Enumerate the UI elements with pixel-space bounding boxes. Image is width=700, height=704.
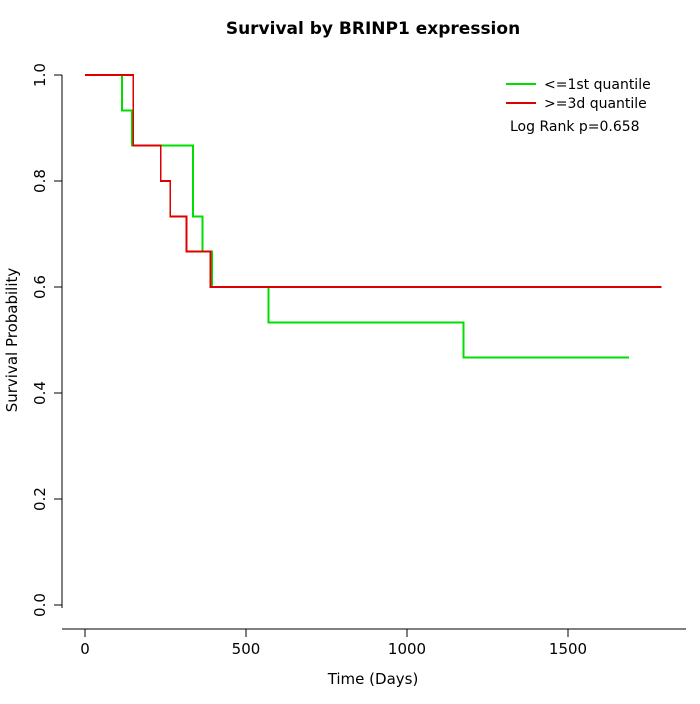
- x-tick-label: 0: [80, 640, 90, 658]
- axes: 0 500 1000 1500 0.0 0.2 0.4 0.6 0.8 1.0: [31, 63, 686, 658]
- legend-label-first-quantile: <=1st quantile: [544, 77, 651, 93]
- chart-title: Survival by BRINP1 expression: [226, 19, 520, 39]
- y-tick-label: 0.4: [31, 381, 49, 405]
- log-rank-pvalue: Log Rank p=0.658: [510, 119, 640, 135]
- y-tick-label: 1.0: [31, 63, 49, 87]
- survival-curve-red: [85, 74, 662, 288]
- legend: <=1st quantile >=3d quantile Log Rank p=…: [506, 77, 651, 135]
- y-tick-label: 0.8: [31, 169, 49, 193]
- x-tick-label: 1000: [388, 640, 426, 658]
- y-tick-label: 0.6: [31, 275, 49, 299]
- y-axis-label: Survival Probability: [3, 268, 21, 413]
- survival-curve-green: [85, 74, 630, 359]
- x-axis-label: Time (Days): [327, 670, 419, 688]
- x-tick-label: 1500: [549, 640, 587, 658]
- y-tick-label: 0.0: [31, 593, 49, 617]
- survival-curves: [85, 74, 662, 359]
- x-tick-label: 500: [232, 640, 261, 658]
- legend-label-third-quantile: >=3d quantile: [544, 96, 647, 112]
- y-tick-label: 0.2: [31, 487, 49, 511]
